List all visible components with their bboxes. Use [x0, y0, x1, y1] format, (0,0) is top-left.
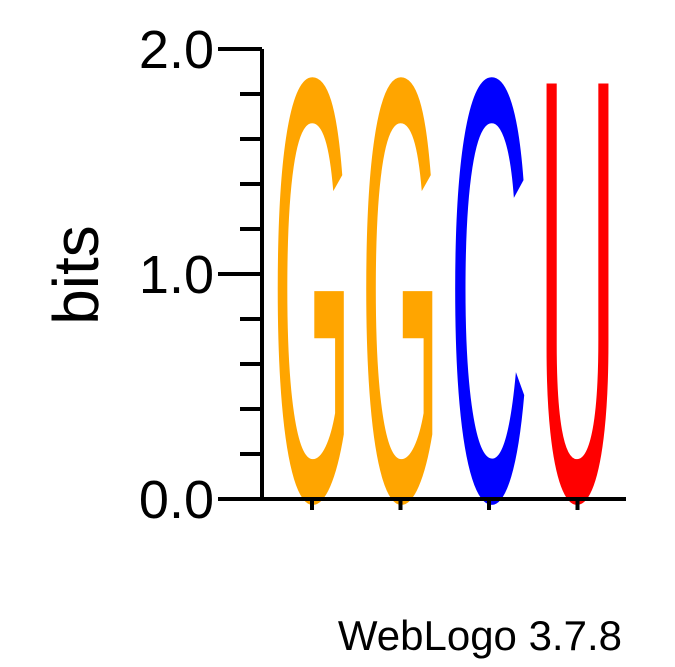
- logo-letter-c: C: [450, 0, 529, 628]
- y-axis-label: bits: [40, 225, 112, 325]
- logo-letter-g: G: [273, 0, 352, 627]
- y-tick-label: 1.0: [139, 245, 214, 305]
- y-axis-ticks: 0.0 1.0 2.0: [139, 20, 262, 530]
- y-tick-label: 2.0: [139, 20, 214, 80]
- x-axis-ticks: [310, 499, 580, 510]
- weblogo-credit: WebLogo 3.7.8: [338, 612, 622, 659]
- logo-letter-u: U: [538, 0, 617, 628]
- y-tick-label: 0.0: [139, 470, 214, 530]
- logo-letter-g: G: [361, 0, 440, 627]
